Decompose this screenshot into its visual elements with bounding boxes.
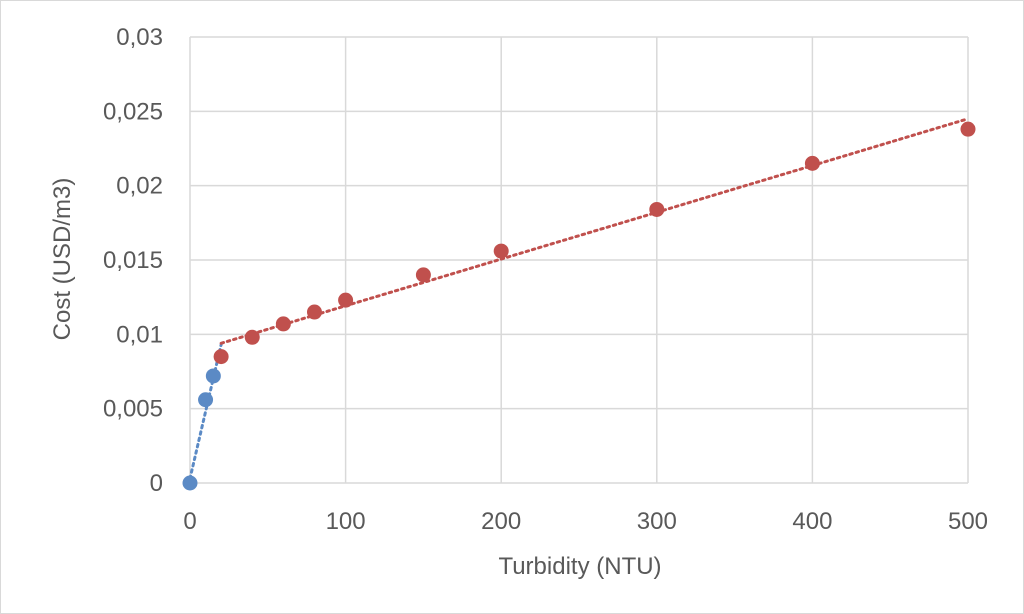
- data-point: [338, 292, 354, 308]
- y-axis-title: Cost (USD/m3): [49, 178, 76, 341]
- trendline-1: [188, 343, 223, 481]
- x-tick-label: 400: [792, 508, 832, 535]
- gridlines: [189, 36, 969, 484]
- data-points: [182, 121, 976, 491]
- data-point: [244, 329, 260, 345]
- y-tick-label: 0,005: [103, 396, 163, 423]
- data-point: [205, 368, 221, 384]
- x-tick-label: 200: [481, 508, 521, 535]
- x-tick-label: 100: [326, 508, 366, 535]
- data-point: [960, 121, 976, 137]
- y-tick-label: 0: [150, 470, 163, 497]
- data-point: [213, 349, 229, 365]
- trendline-2: [219, 117, 970, 345]
- y-tick-label: 0,025: [103, 98, 163, 125]
- data-point: [493, 243, 509, 259]
- data-point: [182, 475, 198, 491]
- y-tick-label: 0,015: [103, 247, 163, 274]
- trendlines: [188, 117, 970, 481]
- x-axis-title: Turbidity (NTU): [498, 553, 661, 580]
- data-point: [275, 316, 291, 332]
- y-tick-label: 0,03: [116, 24, 163, 51]
- y-tick-label: 0,01: [116, 321, 163, 348]
- x-axis-tick-labels: 0 100 200 300 400 500: [183, 508, 988, 535]
- x-tick-label: 300: [637, 508, 677, 535]
- data-point: [804, 155, 820, 171]
- y-tick-label: 0,02: [116, 173, 163, 200]
- data-point: [415, 267, 431, 283]
- y-axis-tick-labels: 0 0,005 0,01 0,015 0,02 0,025 0,03: [103, 24, 163, 497]
- x-tick-label: 0: [183, 508, 196, 535]
- data-point: [649, 201, 665, 217]
- x-tick-label: 500: [948, 508, 988, 535]
- data-point: [198, 392, 214, 408]
- data-point: [306, 304, 322, 320]
